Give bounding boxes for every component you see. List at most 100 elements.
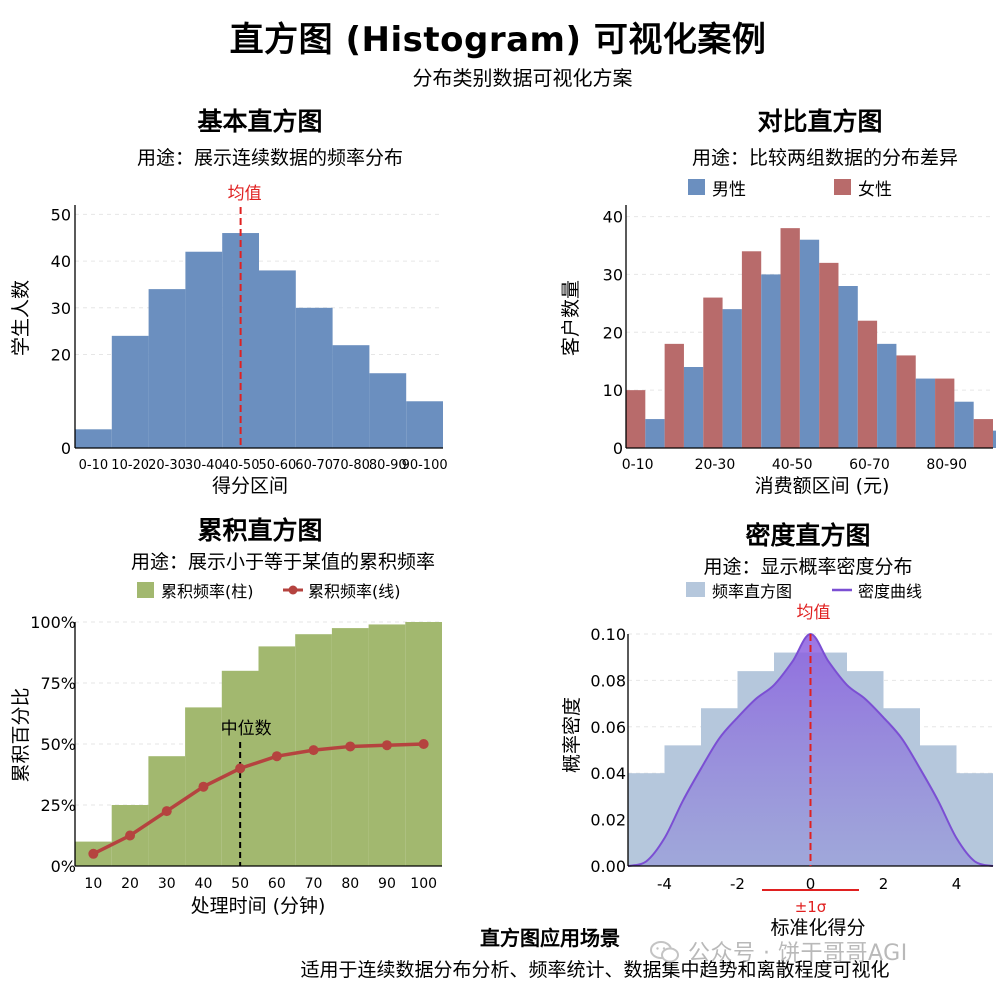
cumulative-point	[125, 830, 136, 841]
y-axis-label: 学生人数	[10, 280, 32, 356]
footer-title: 直方图应用场景	[480, 926, 620, 950]
legend-label-bars: 累积频率(柱)	[161, 582, 254, 601]
legend-swatch-histogram	[686, 582, 705, 597]
histogram-bar	[75, 429, 112, 448]
bar-female	[935, 378, 955, 448]
footer-description: 适用于连续数据分布分析、频率统计、数据集中趋势和离散程度可视化	[300, 959, 890, 981]
x-axis-label: 处理时间 (分钟)	[191, 895, 326, 917]
y-tick-label: 30	[603, 265, 623, 284]
x-tick-label: 0	[806, 875, 816, 893]
chart-density-histogram: 0.00 0.02 0.04 0.06 0.08 0.10 -4 -2 0 2 4 均值 ±1σ 频率直方…	[561, 582, 994, 939]
mean-label: 均值	[228, 184, 262, 204]
x-axis-label: 标准化得分	[770, 917, 865, 939]
bar-female	[819, 262, 839, 448]
x-tick-label: 80	[341, 876, 359, 892]
watermark-text: 公众号 · 饼干哥哥AGI	[688, 941, 908, 966]
histogram-bar	[148, 289, 186, 448]
x-axis-label: 消费额区间 (元)	[755, 475, 890, 497]
y-tick-label: 10	[603, 381, 623, 400]
y-tick-label: 40	[603, 208, 623, 227]
watermark: 公众号 · 饼干哥哥AGI	[650, 935, 908, 967]
cumulative-point	[271, 751, 282, 762]
histogram-bar	[406, 401, 443, 448]
bar-female	[703, 297, 723, 448]
bar-male	[645, 419, 665, 448]
legend-label: 女性	[858, 180, 892, 200]
x-tick-label: 2	[879, 875, 889, 893]
x-tick-label: 10	[84, 876, 102, 892]
x-tick-label: 0-10	[79, 458, 109, 473]
x-tick-label: 60	[268, 876, 286, 892]
x-tick-label: 80-90	[369, 458, 407, 473]
x-tick-label: 90	[378, 876, 396, 892]
x-tick-label: 70-80	[332, 458, 370, 473]
legend-swatch-marker	[288, 585, 298, 595]
cumulative-point	[418, 739, 429, 749]
bar-male	[838, 286, 858, 448]
x-tick-label: 0-10	[622, 457, 654, 473]
histogram-bar	[111, 335, 149, 448]
mean-label: 均值	[797, 603, 831, 623]
x-tick-label: 40	[195, 876, 213, 892]
x-tick-label: -4	[657, 875, 672, 893]
histogram-bar	[332, 345, 370, 448]
y-tick-label: 0	[61, 439, 71, 458]
y-tick-label: 100%	[30, 613, 76, 632]
y-tick-label: 50%	[40, 735, 76, 754]
x-tick-label: 20-30	[695, 457, 736, 473]
median-label: 中位数	[221, 719, 272, 739]
bar-female	[857, 320, 878, 448]
chart1-subtitle: 用途：展示连续数据的频率分布	[136, 147, 403, 169]
wechat-icon	[650, 940, 680, 964]
chart-basic-histogram: 0 20 30 40 50 0-10 10-20 20-30 30-40 40-50 50-60 60…	[10, 184, 448, 497]
bar-male	[954, 401, 974, 448]
chart3-subtitle: 用途：展示小于等于某值的累积频率	[130, 551, 435, 573]
cumulative-point	[88, 848, 99, 859]
y-tick-label: 0.10	[590, 625, 626, 644]
legend-label-histogram: 频率直方图	[712, 582, 792, 601]
y-tick-label: 0.04	[590, 764, 626, 783]
cumulative-line	[92, 742, 424, 856]
cumulative-point	[345, 741, 356, 752]
y-tick-label: 0	[613, 439, 623, 458]
histogram-bar	[185, 251, 223, 448]
x-tick-label: 40-50	[222, 458, 260, 473]
y-tick-label: 0.00	[590, 857, 626, 876]
cumulative-point	[381, 740, 392, 751]
chart3-title: 累积直方图	[197, 516, 323, 545]
cumulative-point	[235, 763, 246, 774]
y-tick-label: 75%	[40, 674, 76, 693]
y-tick-label: 20	[603, 323, 623, 342]
x-tick-label: 4	[952, 875, 962, 893]
x-tick-label: 80-90	[926, 457, 967, 473]
y-tick-label: 40	[51, 252, 71, 271]
x-tick-label: 20-30	[148, 458, 186, 473]
x-tick-label: -2	[730, 875, 745, 893]
chart2-title: 对比直方图	[757, 107, 883, 136]
bar-male	[722, 309, 742, 448]
main-title: 直方图 (Histogram) 可视化案例	[229, 20, 767, 60]
main-subtitle: 分布类别数据可视化方案	[412, 66, 633, 90]
chart1-title: 基本直方图	[197, 107, 323, 136]
bar-male	[993, 430, 996, 448]
legend-label-line: 累积频率(线)	[308, 582, 401, 601]
y-tick-label: 0%	[51, 857, 76, 876]
bar-female	[780, 228, 800, 448]
cumulative-point	[198, 781, 209, 792]
y-tick-label: 30	[51, 299, 71, 318]
y-tick-label: 0.06	[590, 718, 626, 737]
x-axis-label: 得分区间	[212, 475, 288, 497]
bar-female	[741, 251, 762, 448]
cumulative-point	[308, 745, 319, 756]
chart4-title: 密度直方图	[745, 521, 871, 550]
x-tick-label: 50-60	[259, 458, 297, 473]
bar-male	[915, 378, 936, 448]
x-tick-label: 90-100	[402, 458, 448, 473]
legend-label-density: 密度曲线	[858, 582, 922, 601]
x-tick-label: 20	[121, 876, 139, 892]
x-tick-label: 30	[158, 876, 176, 892]
bar-female	[664, 343, 684, 448]
bar-female	[896, 355, 916, 448]
bar-male	[683, 367, 704, 448]
